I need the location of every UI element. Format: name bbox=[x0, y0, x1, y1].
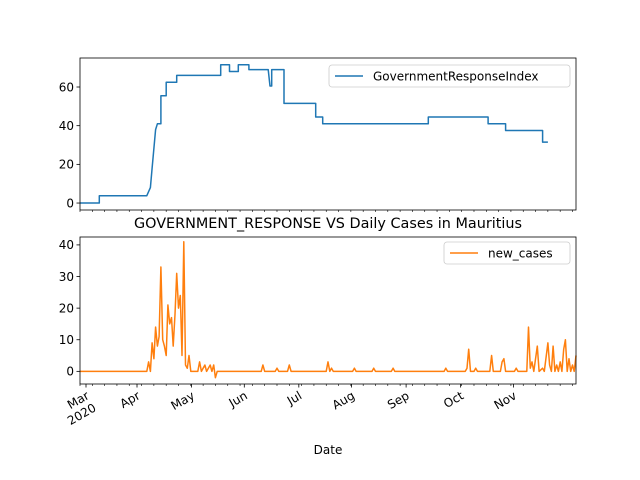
bottom-axes-frame bbox=[79, 236, 577, 385]
legend-box bbox=[443, 241, 571, 265]
legend-label: new_cases bbox=[488, 246, 553, 260]
series-line-governmentresponseindex bbox=[80, 64, 548, 204]
chart-title: GOVERNMENT_RESPONSE VS Daily Cases in Ma… bbox=[134, 216, 522, 232]
legend-box bbox=[328, 64, 571, 88]
top-series-lines bbox=[80, 64, 548, 204]
bottom-y-ticks: 0 10 20 30 40 bbox=[59, 238, 80, 379]
top-legend: GovernmentResponseIndex bbox=[328, 64, 571, 88]
series-line-new-cases bbox=[80, 240, 577, 379]
y-tick-label: 0 bbox=[66, 365, 74, 379]
legend-label: GovernmentResponseIndex bbox=[373, 69, 539, 83]
x-tick-label: Jul bbox=[284, 388, 304, 408]
bottom-series-lines bbox=[80, 240, 577, 379]
top-axes-frame bbox=[79, 57, 577, 211]
top-y-ticks: 0 20 40 60 bbox=[59, 80, 80, 210]
y-tick-label: 10 bbox=[59, 333, 74, 347]
bottom-legend: new_cases bbox=[443, 241, 571, 265]
y-tick-label: 20 bbox=[59, 158, 74, 172]
y-tick-label: 20 bbox=[59, 301, 74, 315]
y-tick-label: 40 bbox=[59, 238, 74, 252]
y-tick-label: 0 bbox=[66, 196, 74, 210]
y-tick-label: 40 bbox=[59, 119, 74, 133]
y-tick-label: 60 bbox=[59, 80, 74, 94]
y-tick-label: 30 bbox=[59, 270, 74, 284]
top-axes: 0 20 40 60 GovernmentResponseIndex bbox=[59, 57, 577, 212]
x-axis-label: Date bbox=[314, 443, 343, 457]
